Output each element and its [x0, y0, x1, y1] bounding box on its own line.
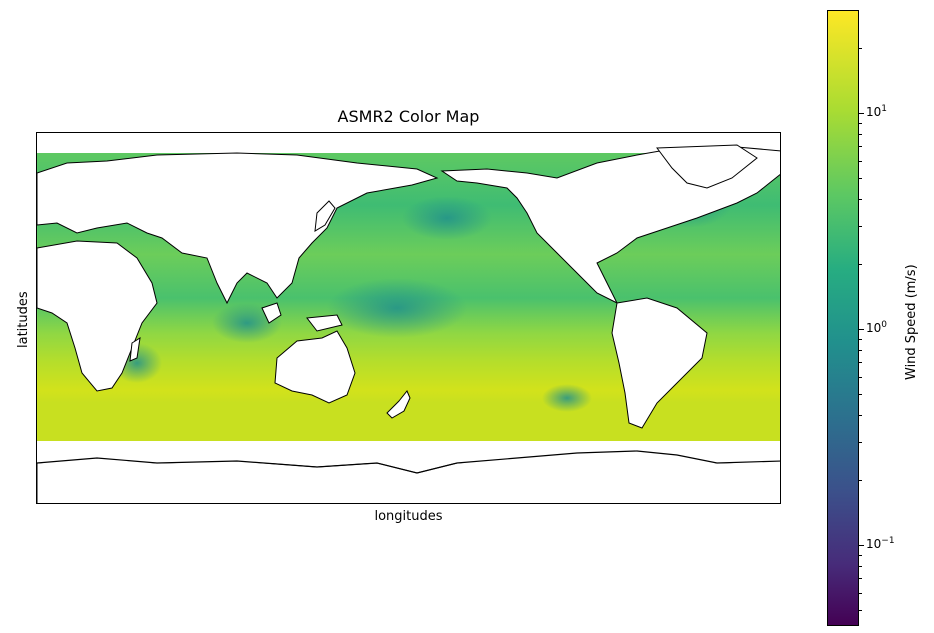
colorbar-minor-tick: [859, 555, 862, 556]
colorbar-minor-tick: [859, 578, 862, 579]
colorbar-tick-label: 101: [866, 104, 888, 119]
colorbar-minor-tick: [859, 48, 862, 49]
colorbar-minor-tick: [859, 593, 862, 594]
calm-region: [542, 384, 592, 412]
colorbar-minor-tick: [859, 415, 862, 416]
colorbar-minor-tick: [859, 394, 862, 395]
colorbar-label: Wind Speed (m/s): [904, 264, 919, 380]
colorbar-minor-tick: [859, 350, 862, 351]
colorbar-tick-label: 10−1: [866, 536, 895, 551]
land-madagascar: [129, 337, 141, 362]
land-eurasia: [37, 152, 439, 305]
colorbar-minor-tick: [859, 123, 862, 124]
land-greenland: [656, 144, 758, 189]
colorbar-minor-tick: [859, 178, 862, 179]
land-australia: [274, 330, 356, 404]
wind-speed-map: [37, 144, 780, 503]
colorbar-minor-tick: [859, 610, 862, 611]
colorbar-minor-tick: [859, 442, 862, 443]
colorbar-minor-tick: [859, 226, 862, 227]
map-plot-area: [36, 132, 781, 504]
chart-title: ASMR2 Color Map: [337, 107, 480, 126]
colorbar-minor-tick: [859, 566, 862, 567]
land-new-zealand: [386, 390, 411, 419]
calm-region: [327, 278, 467, 338]
y-axis-label: latitudes: [16, 291, 31, 348]
colorbar-tick-label: 100: [866, 320, 888, 335]
colorbar-tick: [859, 113, 864, 114]
colorbar-tick: [859, 329, 864, 330]
sea-ice-zone: [37, 441, 780, 463]
land-south-america: [611, 297, 708, 429]
colorbar-minor-tick: [859, 480, 862, 481]
land-japan: [314, 200, 336, 232]
colorbar-minor-tick: [859, 146, 862, 147]
colorbar-minor-tick: [859, 339, 862, 340]
colorbar-minor-tick: [859, 199, 862, 200]
land-antarctica-coast: [37, 450, 780, 474]
colorbar: [827, 10, 859, 626]
land-borneo: [261, 302, 282, 324]
land-new-guinea: [306, 314, 343, 332]
colorbar-minor-tick: [859, 264, 862, 265]
calm-region: [402, 196, 492, 240]
colorbar-tick: [859, 545, 864, 546]
colorbar-minor-tick: [859, 134, 862, 135]
colorbar-minor-tick: [859, 377, 862, 378]
land-africa: [37, 240, 158, 392]
x-axis-label: longitudes: [374, 509, 443, 524]
land-north-america: [440, 146, 780, 305]
colorbar-minor-tick: [859, 161, 862, 162]
colorbar-minor-tick: [859, 362, 862, 363]
